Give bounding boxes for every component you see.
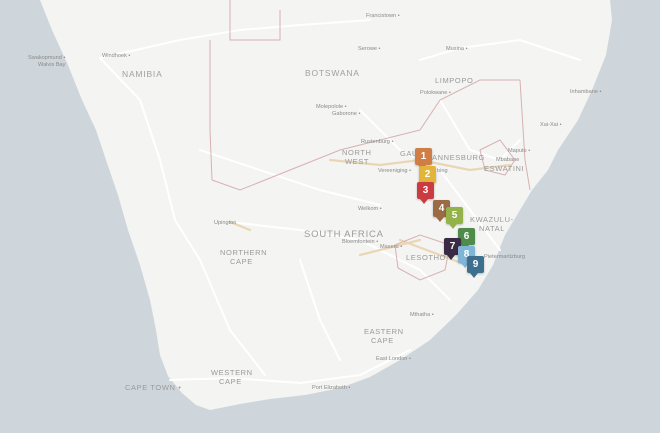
label-western-cape-2: CAPE <box>219 377 242 386</box>
label-cape-town: CAPE TOWN <box>125 383 181 393</box>
label-johannesburg-part: ANNESBURG <box>432 153 485 162</box>
city-walvis-bay: Walvis Bay <box>38 62 66 68</box>
label-western-cape-1: WESTERN <box>211 368 253 377</box>
map-marker-3[interactable]: 3 <box>417 182 434 204</box>
label-kwazulu-2: NATAL <box>479 224 506 233</box>
label-northern-cape-2: CAPE <box>230 257 253 266</box>
map-marker-5[interactable]: 5 <box>446 207 463 229</box>
label-eastern-cape-2: CAPE <box>371 336 394 345</box>
city-gaborone: Gaborone <box>332 111 360 118</box>
city-pietermaritzburg: Pietermaritzburg <box>484 254 526 260</box>
city-serowe: Serowe <box>358 46 380 53</box>
city-mbabane: Mbabane <box>496 157 520 163</box>
label-south-africa: SOUTH AFRICA <box>304 229 384 240</box>
label-kwazulu-1: KWAZULU- <box>470 215 514 224</box>
label-lesotho: LESOTHO <box>406 253 447 262</box>
city-port-elizabeth: Port Elizabeth <box>312 385 350 392</box>
map-marker-7[interactable]: 7 <box>444 238 461 260</box>
city-musina: Musina <box>446 46 468 53</box>
city-xai-xai: Xai-Xai <box>540 122 562 129</box>
label-north-west-2: WEST <box>345 157 370 166</box>
city-polokwane: Polokwane <box>420 90 451 97</box>
label-gauteng-part: GAU <box>400 149 419 158</box>
map-marker-9[interactable]: 9 <box>467 256 484 278</box>
map-marker-4[interactable]: 4 <box>433 200 450 222</box>
city-bing: bing <box>437 168 448 174</box>
label-northern-cape-1: NORTHERN <box>220 248 268 257</box>
city-vereeniging: Vereeniging <box>378 168 411 175</box>
city-rustenburg: Rustenburg <box>361 139 393 146</box>
map-marker-1[interactable]: 1 <box>415 148 432 170</box>
city-mthatha: Mthatha <box>410 312 434 319</box>
label-eswatini: ESWATINI <box>484 164 525 173</box>
label-limpopo: LIMPOPO <box>435 76 474 85</box>
city-francistown: Francistown <box>366 13 400 20</box>
city-molepolole: Molepolole <box>316 104 347 111</box>
city-swakopmund: Swakopmund <box>28 55 65 62</box>
city-maseru: Maseru <box>380 244 402 251</box>
label-eastern-cape-1: EASTERN <box>364 327 404 336</box>
label-botswana: BOTSWANA <box>305 68 360 78</box>
city-windhoek: Windhoek <box>102 53 130 60</box>
map-marker-2[interactable]: 2 <box>419 166 436 188</box>
city-upington: Upington <box>214 220 237 226</box>
city-bloemfontein: Bloemfontein <box>342 239 378 246</box>
city-maputo: Maputo <box>508 148 530 155</box>
label-namibia: NAMIBIA <box>122 69 163 79</box>
city-welkom: Welkom <box>358 206 382 213</box>
city-east-london: East London <box>376 356 411 363</box>
label-north-west-1: NORTH <box>342 148 372 157</box>
city-inhambane: Inhambane <box>570 89 602 96</box>
